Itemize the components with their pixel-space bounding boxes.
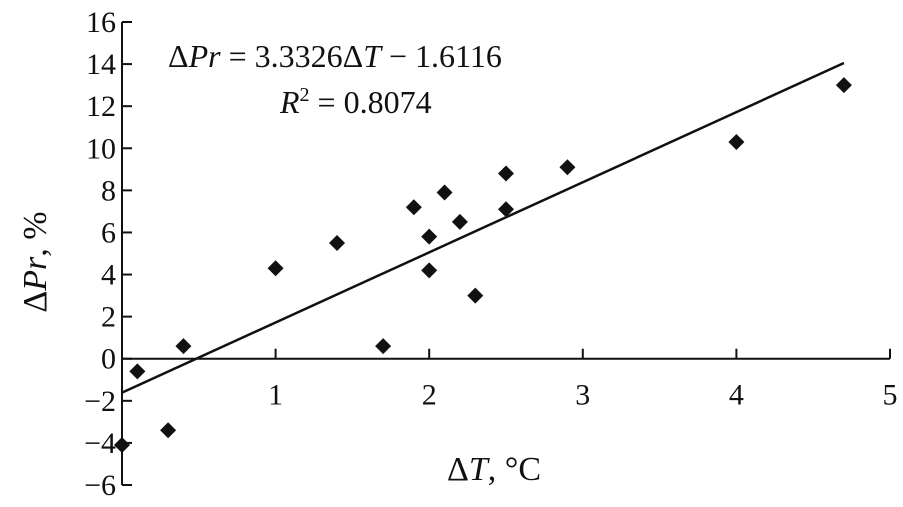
data-point	[451, 213, 468, 230]
y-tick-label: 14	[86, 48, 116, 81]
x-tick-label: 1	[268, 379, 283, 412]
x-tick-label: 3	[575, 379, 590, 412]
x-tick-label: 4	[729, 379, 744, 412]
data-point	[267, 260, 284, 277]
data-point	[421, 228, 438, 245]
data-point	[467, 287, 484, 304]
data-point	[559, 159, 576, 176]
data-point	[728, 133, 745, 150]
y-tick-label: −6	[84, 469, 116, 502]
data-points	[114, 77, 852, 454]
axes	[121, 22, 890, 485]
data-point	[421, 262, 438, 279]
equation-label: ΔPr = 3.3326ΔT − 1.6116	[168, 38, 502, 74]
x-axis-title: ΔT, °C	[447, 451, 541, 488]
x-tick-label: 2	[422, 379, 437, 412]
data-point	[498, 165, 514, 182]
data-point	[160, 422, 177, 439]
y-tick-label: 10	[86, 132, 116, 165]
data-point	[405, 199, 422, 216]
y-tick-label: −2	[84, 385, 116, 418]
data-point	[375, 338, 392, 355]
data-point	[498, 201, 514, 218]
y-tick-label: 2	[101, 301, 116, 334]
trendline-equation: ΔPr = 3.3326ΔT − 1.6116 R2 = 0.8074	[168, 38, 502, 120]
data-point	[114, 437, 130, 454]
x-ticks: 1 2 3 4 5	[268, 348, 898, 412]
y-ticks: −6 −4 −2 0 2 4 6 8 10 12 14 16	[84, 6, 132, 502]
trendline	[121, 61, 845, 394]
data-point	[835, 77, 852, 94]
data-point	[329, 234, 346, 251]
y-tick-label: 6	[101, 216, 116, 249]
y-tick-label: −4	[84, 427, 116, 460]
r2-label: R2 = 0.8074	[279, 84, 432, 120]
data-point	[129, 363, 146, 380]
trendline-group	[121, 61, 845, 394]
data-point	[436, 184, 453, 201]
y-tick-label: 16	[86, 6, 116, 39]
y-tick-label: 4	[101, 259, 116, 292]
y-tick-label: 0	[101, 343, 116, 376]
y-tick-label: 12	[86, 90, 116, 123]
y-axis-title: ΔPr, %	[17, 211, 54, 312]
x-tick-label: 5	[883, 379, 898, 412]
y-tick-label: 8	[101, 174, 116, 207]
data-point	[175, 338, 192, 355]
